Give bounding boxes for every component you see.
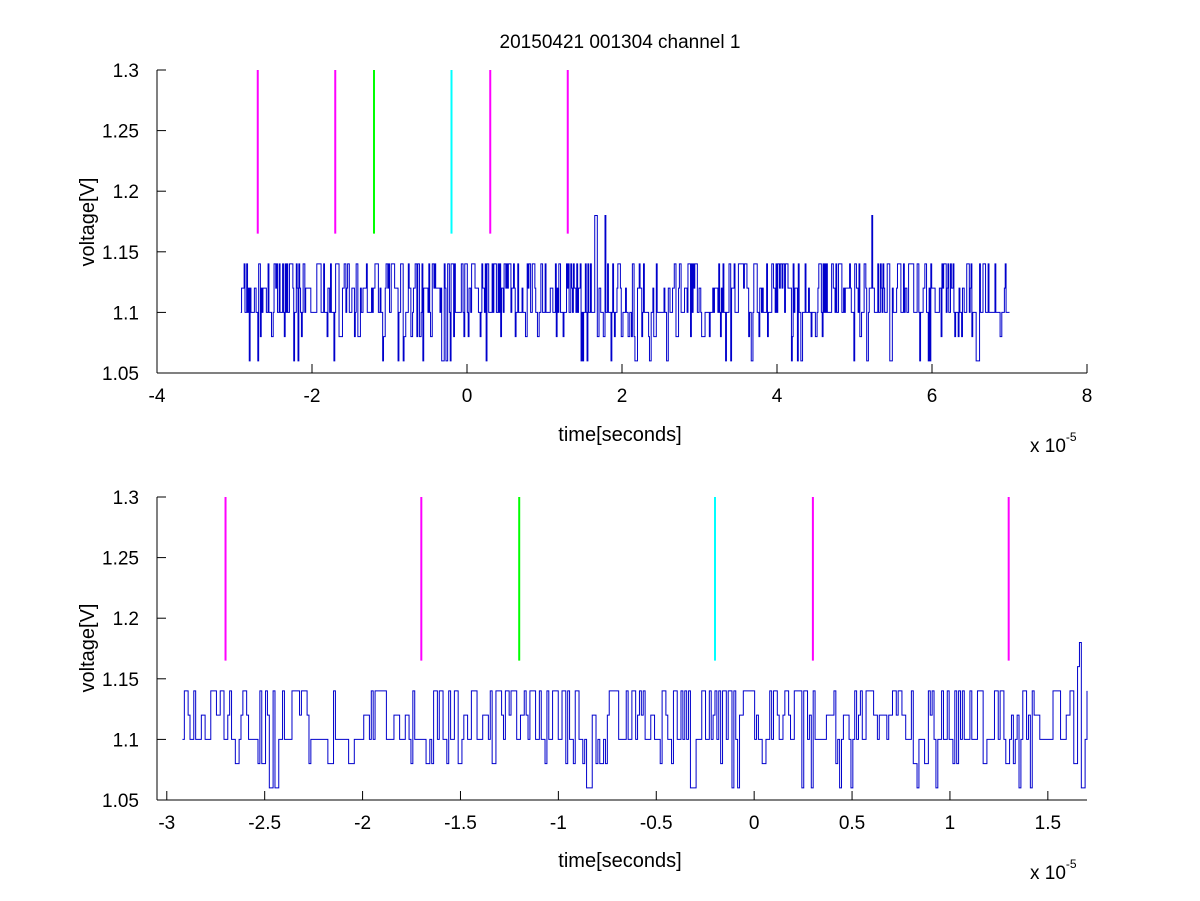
x-axis-multiplier: x 10-5 [1030,430,1077,457]
x-tick-label: 1.5 [1035,813,1061,834]
x-tick-label: 4 [772,386,783,407]
x-multiplier-exponent: -5 [1066,857,1077,871]
y-tick-label: 1.25 [102,549,139,570]
y-axis-label: voltage[V] [77,178,99,267]
bottom-chart: -3 -2.5 -2 -1.5 -1 -0.5 0 0.5 1 1.5 1.05 1.1 1.15 1.2… [77,488,1088,884]
top-plot-area: -4 -2 0 2 4 6 8 1.05 1.1 1.15 1.2 1.25 1.3 [102,61,1092,407]
signal-trace [240,214,1010,362]
y-tick-label: 1.2 [113,609,139,630]
y-tick-label: 1.15 [102,670,139,691]
chart-title: 20150421 001304 channel 1 [500,32,741,53]
x-tick-label: 6 [927,386,938,407]
x-tick-label: -2 [304,386,321,407]
x-tick-label: 0 [749,813,760,834]
x-tick-label: -0.5 [640,813,673,834]
x-tick-label: -1 [550,813,567,834]
y-tick-label: 1.05 [102,364,139,385]
y-tick-label: 1.05 [102,791,139,812]
x-tick-label: -4 [149,386,166,407]
x-tick-label: 0.5 [839,813,865,834]
x-tick-label: -3 [158,813,175,834]
x-tick-label: 8 [1082,386,1093,407]
x-axis-label: time[seconds] [558,424,681,446]
x-multiplier-base: x 10 [1030,863,1066,884]
y-tick-label: 1.3 [113,488,139,509]
y-tick-label: 1.15 [102,243,139,264]
x-tick-label: 0 [462,386,473,407]
y-tick-label: 1.1 [113,730,139,751]
x-multiplier-exponent: -5 [1066,430,1077,444]
bottom-plot-area: -3 -2.5 -2 -1.5 -1 -0.5 0 0.5 1 1.5 1.05 1.1 1.15 1.2… [102,488,1088,834]
x-axis-multiplier: x 10-5 [1030,857,1077,884]
x-axis-label: time[seconds] [558,850,681,872]
x-multiplier-base: x 10 [1030,436,1066,457]
y-tick-label: 1.2 [113,182,139,203]
x-tick-label: -2.5 [248,813,281,834]
x-tick-label: -1.5 [444,813,477,834]
x-tick-label: 2 [617,386,628,407]
y-tick-label: 1.25 [102,122,139,143]
x-tick-label: -2 [354,813,371,834]
y-tick-label: 1.3 [113,61,139,82]
y-tick-label: 1.1 [113,303,139,324]
signal-trace [182,641,1088,789]
y-axis-label: voltage[V] [77,604,99,693]
top-chart: 20150421 001304 channel 1 -4 -2 0 2 4 6 8 1.05 1… [77,32,1092,457]
x-tick-label: 1 [945,813,956,834]
